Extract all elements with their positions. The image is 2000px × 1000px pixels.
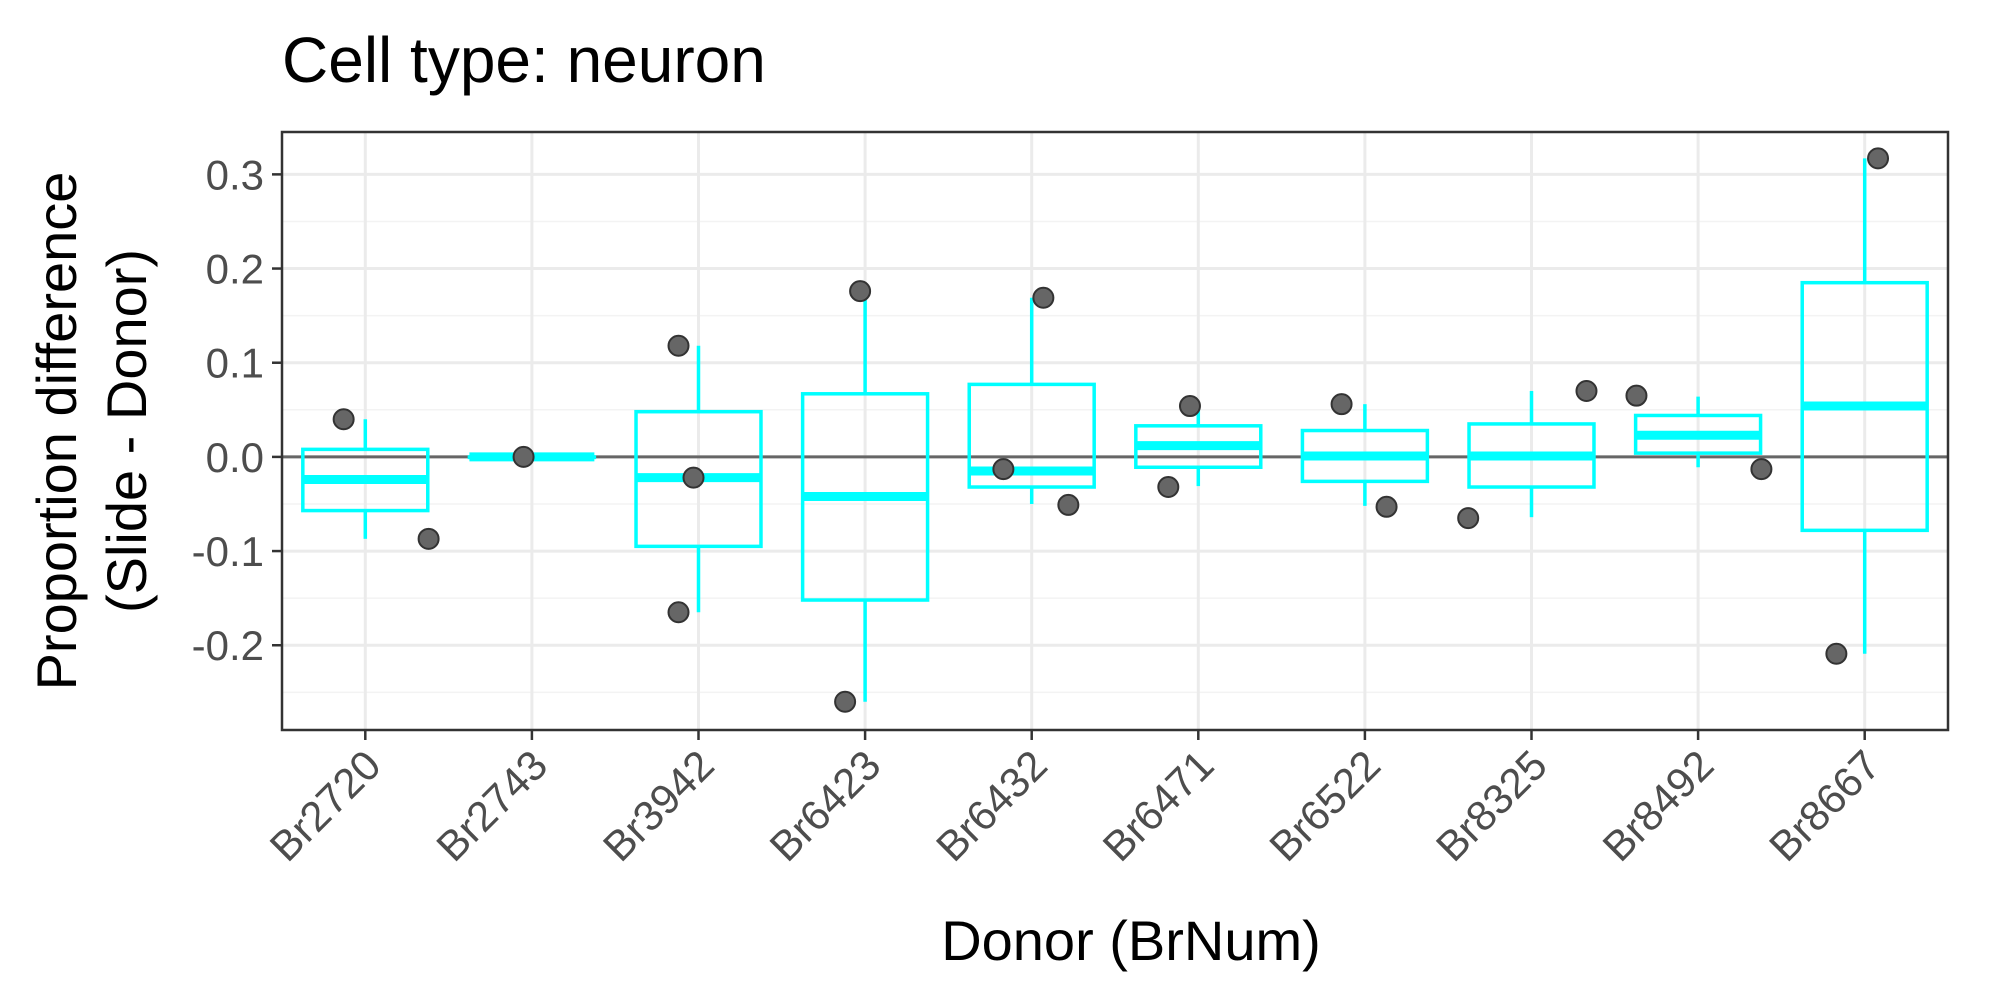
data-point-Br8492 [1750, 458, 1773, 481]
data-point-Br6471 [1178, 395, 1201, 418]
x-axis-title: Donor (BrNum) [941, 909, 1321, 972]
data-point-Br8325 [1457, 507, 1480, 530]
x-tick-label: Br6522 [1260, 741, 1389, 870]
y-tick-label: 0.0 [206, 434, 264, 481]
x-tick-label: Br2743 [427, 741, 556, 870]
x-tick-label: Br2720 [261, 741, 390, 870]
data-point-Br3942 [667, 334, 690, 357]
data-point-Br6432 [992, 458, 1015, 481]
y-axis-ticks: -0.2 -0.1 0.0 0.1 0.2 0.3 [192, 151, 282, 669]
data-point-Br2720 [332, 408, 355, 431]
box-body [967, 382, 1096, 489]
box-layer [301, 158, 1929, 702]
y-tick-label: -0.2 [192, 622, 264, 669]
data-point-Br3942 [682, 466, 705, 489]
data-point-Br6432 [1032, 286, 1055, 309]
data-point-Br6522 [1375, 495, 1398, 518]
x-tick-label: Br8492 [1593, 741, 1722, 870]
data-point-Br8492 [1625, 384, 1648, 407]
data-point-Br2743 [512, 445, 535, 468]
y-axis-title-line-1: Proportion difference [25, 172, 88, 691]
data-point-Br8325 [1575, 379, 1598, 402]
data-point-Br3942 [667, 601, 690, 624]
y-tick-label: 0.3 [206, 151, 264, 198]
x-tick-label: Br6432 [927, 741, 1056, 870]
point-layer [332, 147, 1890, 713]
x-tick-label: Br3942 [594, 741, 723, 870]
y-tick-label: 0.1 [206, 340, 264, 387]
box-Br6432 [967, 297, 1096, 504]
x-axis-ticks: Br2720 Br2743 Br3942 Br6423 Br6432 Br6471 Br65… [261, 730, 1889, 870]
panel-border [280, 130, 1950, 732]
x-tick-label: Br8667 [1760, 741, 1889, 870]
box-Br6423 [800, 291, 930, 702]
y-tick-label: -0.1 [192, 528, 264, 575]
box-Br8492 [1633, 396, 1763, 468]
y-tick-label: 0.2 [206, 246, 264, 293]
chart-title: Cell type: neuron [282, 24, 766, 96]
box-Br8667 [1800, 158, 1929, 654]
data-point-Br6423 [834, 690, 857, 713]
x-tick-label: Br6471 [1094, 741, 1223, 870]
box-Br8325 [1467, 390, 1596, 518]
x-tick-label: Br8325 [1427, 741, 1556, 870]
data-point-Br2720 [417, 527, 440, 550]
data-point-Br6432 [1057, 493, 1080, 516]
box-Br6522 [1300, 404, 1430, 506]
box-Br2720 [301, 419, 430, 539]
x-tick-label: Br6423 [760, 741, 889, 870]
data-point-Br6522 [1330, 393, 1353, 416]
data-point-Br8667 [1825, 642, 1848, 665]
y-axis-title-line-2: (Slide - Donor) [95, 249, 158, 613]
data-point-Br6423 [849, 280, 872, 303]
data-point-Br6471 [1157, 476, 1180, 499]
data-point-Br8667 [1867, 147, 1890, 170]
